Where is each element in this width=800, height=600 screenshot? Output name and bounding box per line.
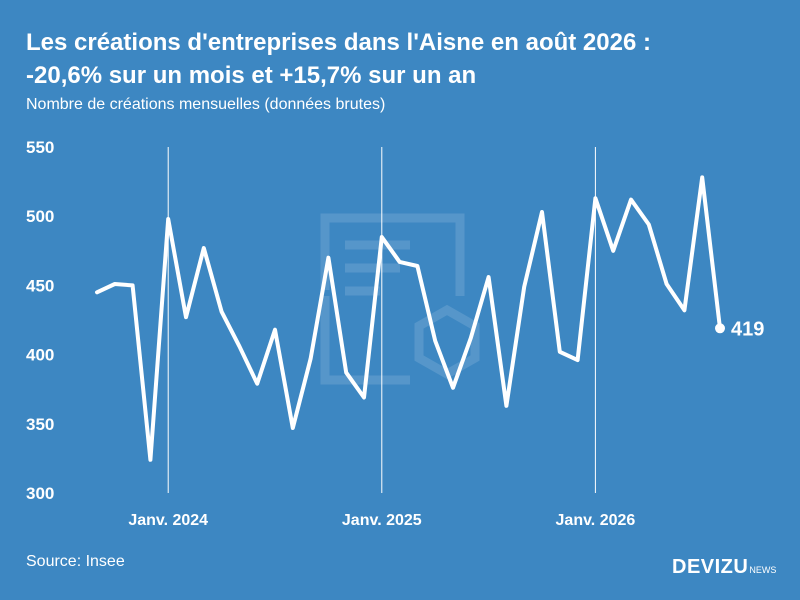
watermark-logo-icon: [320, 213, 480, 385]
x-tick-label: Janv. 2025: [342, 512, 422, 529]
y-tick-label: 450: [26, 276, 54, 295]
chart-title: Les créations d'entreprises dans l'Aisne…: [26, 26, 786, 92]
title-line-2: -20,6% sur un mois et +15,7% sur un an: [26, 62, 477, 89]
y-tick-label: 300: [26, 484, 54, 503]
y-tick-label: 350: [26, 415, 54, 434]
y-tick-label: 400: [26, 346, 54, 365]
brand-suffix: NEWS: [749, 565, 777, 575]
end-point: [715, 323, 725, 334]
y-tick-label: 500: [26, 207, 54, 226]
x-axis-ticks: Janv. 2024 Janv. 2025 Janv. 2026: [128, 512, 635, 529]
vertical-gridlines: [167, 147, 596, 493]
y-axis-ticks: 300 350 400 450 500 550: [26, 138, 54, 503]
brand-logo: DEVIZUNEWS: [672, 556, 776, 579]
y-tick-label: 550: [26, 138, 54, 157]
title-line-1: Les créations d'entreprises dans l'Aisne…: [26, 29, 651, 56]
x-tick-label: Janv. 2024: [128, 512, 208, 529]
end-value-label: 419: [731, 318, 764, 340]
series-group: 419: [95, 175, 764, 462]
series-line: [95, 175, 722, 462]
x-tick-label: Janv. 2026: [556, 512, 636, 529]
brand-name: DEVIZU: [672, 556, 749, 578]
chart-subtitle: Nombre de créations mensuelles (données …: [26, 96, 386, 113]
source-note: Source: Insee: [26, 553, 125, 570]
